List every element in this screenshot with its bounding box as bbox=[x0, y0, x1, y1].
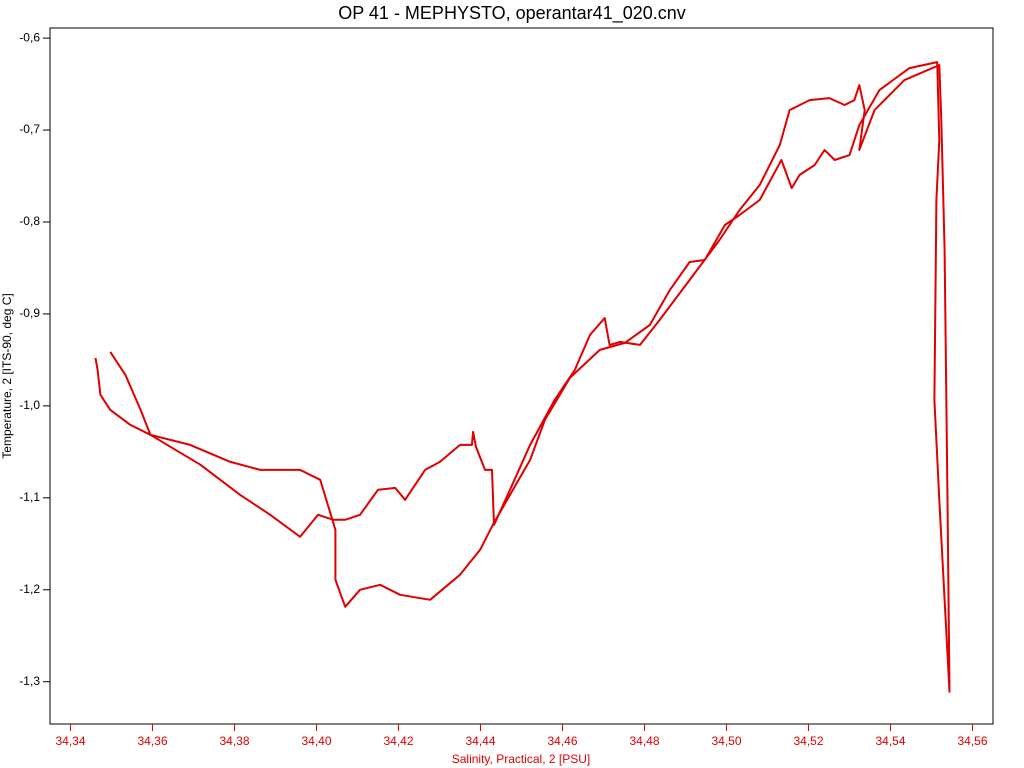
data-line bbox=[94, 61, 951, 693]
y-tick-label: -0,8 bbox=[19, 214, 40, 228]
x-axis-title: Salinity, Practical, 2 [PSU] bbox=[452, 752, 591, 766]
y-axis-title: Temperature, 2 [ITS-90, deg C] bbox=[0, 293, 14, 458]
x-tick-label: 34,54 bbox=[875, 734, 905, 748]
x-tick-label: 34,38 bbox=[219, 734, 249, 748]
x-tick-label: 34,34 bbox=[55, 734, 85, 748]
x-tick-label: 34,44 bbox=[465, 734, 495, 748]
y-tick-label: -1,0 bbox=[19, 398, 40, 412]
plot-frame bbox=[49, 27, 994, 725]
x-tick-label: 34,56 bbox=[957, 734, 987, 748]
y-tick-label: -1,2 bbox=[19, 582, 40, 596]
y-tick-label: -1,3 bbox=[19, 674, 40, 688]
chart-title: OP 41 - MEPHYSTO, operantar41_020.cnv bbox=[338, 3, 686, 24]
x-tick-label: 34,42 bbox=[383, 734, 413, 748]
y-tick-label: -1,1 bbox=[19, 490, 40, 504]
y-tick-label: -0,7 bbox=[19, 122, 40, 136]
y-tick-label: -0,6 bbox=[19, 30, 40, 44]
x-tick-label: 34,48 bbox=[629, 734, 659, 748]
x-tick-label: 34,36 bbox=[137, 734, 167, 748]
y-tick-label: -0,9 bbox=[19, 306, 40, 320]
x-tick-label: 34,40 bbox=[301, 734, 331, 748]
x-tick-label: 34,52 bbox=[793, 734, 823, 748]
x-tick-label: 34,46 bbox=[547, 734, 577, 748]
x-tick-label: 34,50 bbox=[711, 734, 741, 748]
